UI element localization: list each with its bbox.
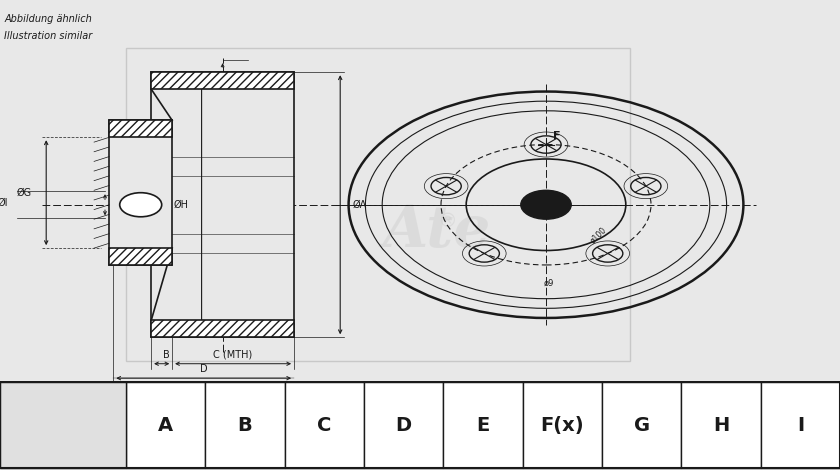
Bar — [444, 383, 522, 468]
Bar — [151, 72, 294, 337]
Text: G: G — [633, 416, 649, 435]
Text: D: D — [200, 364, 207, 374]
Bar — [0, 383, 126, 468]
Text: E: E — [476, 416, 490, 435]
Circle shape — [521, 190, 571, 219]
Text: C: C — [318, 416, 332, 435]
Bar — [364, 383, 444, 468]
Text: B: B — [238, 416, 252, 435]
Bar — [681, 383, 761, 468]
Text: A: A — [158, 416, 173, 435]
Text: ø9: ø9 — [543, 278, 554, 288]
Text: ØA: ØA — [353, 200, 367, 210]
Text: ØI: ØI — [0, 197, 8, 207]
Bar — [205, 383, 285, 468]
Bar — [151, 72, 294, 89]
Text: Illustration similar: Illustration similar — [4, 31, 92, 41]
Bar — [522, 383, 602, 468]
Text: Abbildung ähnlich: Abbildung ähnlich — [4, 15, 92, 24]
Text: ØE: ØE — [550, 192, 564, 203]
Text: ®: ® — [437, 212, 456, 231]
Text: F(x): F(x) — [540, 416, 584, 435]
Text: ø100: ø100 — [589, 225, 608, 245]
Text: I: I — [797, 416, 804, 435]
Bar — [285, 383, 364, 468]
Bar — [109, 120, 172, 137]
Text: ØH: ØH — [174, 200, 189, 210]
Bar — [126, 48, 630, 361]
Text: C (MTH): C (MTH) — [213, 350, 253, 360]
Text: B: B — [162, 350, 170, 360]
Text: Ate: Ate — [382, 203, 491, 259]
Bar — [109, 120, 172, 265]
Bar — [761, 383, 840, 468]
Bar — [151, 321, 294, 337]
Circle shape — [119, 193, 161, 217]
Bar — [109, 248, 172, 265]
Text: F: F — [553, 131, 560, 141]
Bar — [126, 383, 205, 468]
Text: ØG: ØG — [17, 188, 32, 198]
Text: D: D — [396, 416, 412, 435]
Bar — [602, 383, 681, 468]
Text: H: H — [713, 416, 729, 435]
